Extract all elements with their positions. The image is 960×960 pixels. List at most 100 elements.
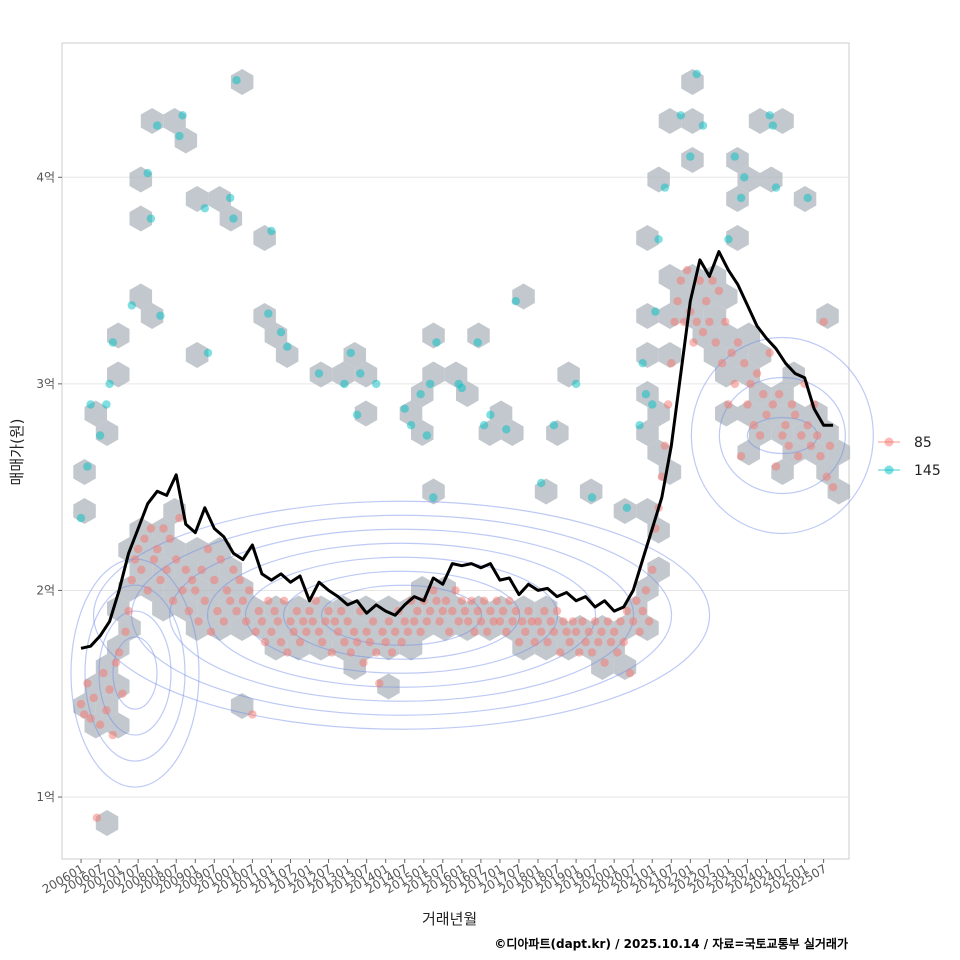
- data-point-145: [432, 338, 441, 347]
- data-point-145: [425, 379, 435, 389]
- data-point-85: [590, 617, 600, 626]
- legend-key-point: [884, 437, 894, 447]
- data-point-85: [721, 317, 730, 327]
- trend-line: [80, 250, 834, 650]
- hexbin-cell: [230, 69, 254, 95]
- data-point-85: [819, 317, 828, 327]
- density-contour: [168, 528, 635, 702]
- data-point-85: [213, 606, 222, 616]
- data-point-85: [638, 606, 647, 616]
- data-point-85: [229, 565, 238, 574]
- hexbin-cell: [726, 225, 749, 251]
- density-contour: [98, 610, 172, 736]
- data-point-85: [816, 452, 825, 461]
- data-point-85: [330, 617, 340, 626]
- data-point-85: [803, 421, 812, 430]
- data-point-85: [216, 555, 225, 564]
- data-point-85: [610, 627, 619, 636]
- hexbin-cell: [748, 342, 772, 368]
- data-point-85: [346, 648, 355, 657]
- data-point-145: [102, 400, 111, 409]
- data-point-85: [473, 606, 482, 616]
- data-point-85: [108, 730, 118, 740]
- data-point-85: [397, 637, 406, 647]
- data-point-85: [543, 637, 552, 647]
- x-axis-title: 거래년월: [422, 910, 477, 928]
- data-point-85: [625, 668, 635, 678]
- data-point-85: [162, 565, 171, 574]
- hexbin-cell: [332, 361, 355, 388]
- data-point-145: [283, 342, 292, 351]
- hexbin-cell: [107, 634, 130, 661]
- data-point-85: [241, 617, 251, 626]
- data-point-85: [175, 513, 184, 523]
- data-point-85: [197, 565, 206, 574]
- data-point-145: [175, 131, 184, 141]
- density-contour: [130, 514, 673, 716]
- data-point-85: [340, 637, 349, 647]
- data-point-145: [730, 152, 739, 161]
- data-point-85: [279, 596, 289, 605]
- density-contour: [92, 500, 711, 730]
- data-point-85: [187, 575, 197, 585]
- data-point-85: [422, 617, 432, 626]
- data-point-85: [711, 338, 720, 347]
- data-point-85: [603, 617, 612, 626]
- data-point-85: [400, 617, 409, 626]
- data-point-85: [743, 400, 752, 409]
- data-point-85: [349, 627, 359, 636]
- data-point-85: [172, 555, 181, 564]
- data-point-85: [153, 544, 162, 554]
- data-point-145: [86, 400, 95, 409]
- data-point-85: [740, 359, 749, 368]
- hexbin-cell: [636, 498, 659, 524]
- data-point-145: [372, 379, 381, 389]
- data-point-85: [702, 297, 711, 306]
- data-point-85: [194, 617, 203, 626]
- data-point-85: [235, 575, 244, 585]
- data-point-85: [127, 575, 136, 585]
- data-point-145: [346, 348, 355, 358]
- data-point-145: [108, 338, 118, 347]
- hexbin-cell: [816, 459, 839, 485]
- data-point-85: [425, 606, 435, 616]
- hexbin-cell: [715, 322, 738, 349]
- data-point-85: [502, 627, 511, 636]
- data-point-85: [546, 617, 555, 626]
- data-point-85: [311, 596, 321, 605]
- hexbin-cell: [185, 342, 209, 368]
- y-tick-label: 2억: [36, 583, 55, 597]
- data-point-145: [651, 307, 660, 316]
- density-contour: [112, 636, 158, 710]
- data-point-85: [140, 534, 149, 543]
- hexbin-cell: [658, 264, 682, 290]
- data-point-85: [251, 627, 260, 636]
- hexbin-cell: [658, 342, 682, 368]
- data-point-85: [695, 276, 705, 285]
- hexbin-cell: [726, 147, 749, 173]
- data-point-85: [714, 286, 724, 296]
- hexbin-cell: [771, 108, 794, 134]
- data-point-85: [441, 596, 451, 605]
- data-point-85: [273, 617, 282, 626]
- hexbin-cell: [411, 576, 434, 602]
- data-point-85: [464, 617, 473, 626]
- data-point-85: [775, 390, 784, 399]
- hexbin-cell: [737, 322, 760, 349]
- data-point-85: [270, 606, 279, 616]
- data-point-85: [143, 586, 152, 595]
- data-point-85: [514, 637, 524, 647]
- data-point-85: [165, 534, 175, 543]
- density-contour: [690, 336, 874, 535]
- data-point-85: [238, 596, 248, 605]
- data-point-85: [222, 586, 232, 595]
- hexbin-cell: [703, 264, 727, 290]
- data-point-85: [457, 596, 466, 605]
- data-point-85: [762, 410, 771, 419]
- data-point-145: [537, 478, 546, 488]
- data-point-85: [413, 606, 422, 616]
- data-point-85: [689, 338, 698, 347]
- data-point-85: [219, 617, 228, 626]
- hexbin-cell: [377, 673, 400, 700]
